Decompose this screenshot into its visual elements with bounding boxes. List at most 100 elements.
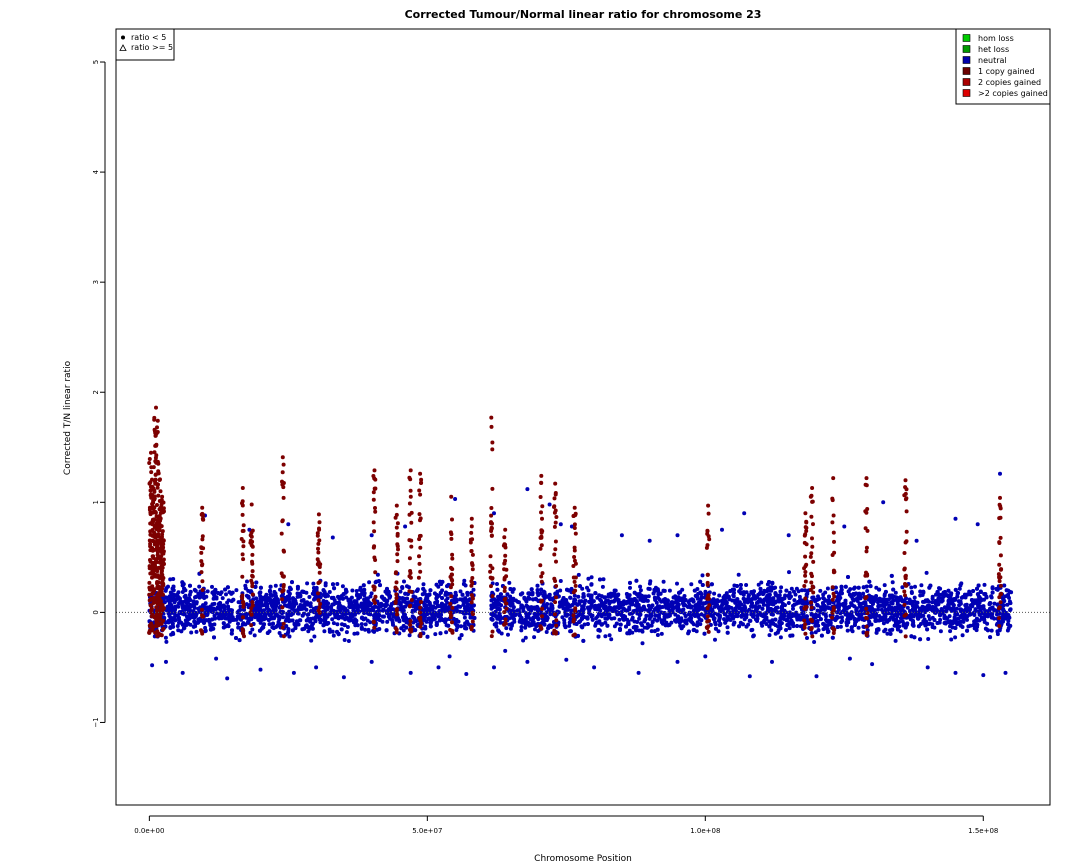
neutral-point xyxy=(359,622,364,627)
neutral-point xyxy=(347,601,352,606)
neutral-point xyxy=(963,603,968,608)
neutral-point xyxy=(287,596,292,601)
neutral-point xyxy=(434,596,439,601)
neutral-point xyxy=(185,606,190,611)
neutral-point xyxy=(769,612,774,617)
neutral-point xyxy=(568,616,573,621)
neutral-point xyxy=(212,613,217,618)
neutral-point xyxy=(264,601,268,606)
neutral-point xyxy=(764,622,769,626)
neutral-point xyxy=(945,616,950,621)
neutral-point xyxy=(902,598,906,603)
neutral-point xyxy=(573,598,578,602)
neutral-point xyxy=(816,628,821,633)
neutral-point xyxy=(995,602,1000,607)
neutral-point xyxy=(1006,619,1011,623)
neutral-point xyxy=(523,635,528,640)
neutral-point xyxy=(267,622,272,627)
neutral-point xyxy=(683,614,688,618)
neutral-point xyxy=(407,633,412,638)
neutral-point xyxy=(437,618,442,623)
neutral-point xyxy=(925,598,930,603)
neutral-point xyxy=(347,617,352,622)
neutral-point xyxy=(349,595,354,600)
neutral-point xyxy=(312,586,316,590)
neutral-point xyxy=(306,625,311,630)
neutral-point xyxy=(952,616,957,621)
neutral-point xyxy=(930,600,935,605)
neutral-point xyxy=(888,631,893,636)
neutral-point xyxy=(183,593,188,598)
neutral-point xyxy=(953,626,958,630)
neutral-point xyxy=(856,585,861,590)
neutral-point xyxy=(792,598,797,603)
neutral-point xyxy=(661,597,666,602)
neutral-point xyxy=(625,608,630,613)
neutral-point xyxy=(675,581,679,586)
neutral-point xyxy=(678,590,683,595)
neutral-point xyxy=(675,601,680,606)
neutral-point xyxy=(271,621,275,626)
neutral-point xyxy=(599,612,604,617)
neutral-point xyxy=(940,598,945,603)
neutral-point xyxy=(856,625,861,630)
neutral-point xyxy=(258,585,263,590)
neutral-point xyxy=(405,584,409,589)
neutral-point xyxy=(937,596,942,601)
neutral-point xyxy=(652,595,657,600)
neutral-point xyxy=(882,583,887,588)
neutral-point xyxy=(375,572,380,577)
neutral-point xyxy=(948,596,952,600)
neutral-point xyxy=(302,626,307,631)
neutral-point xyxy=(162,596,167,601)
neutral-point xyxy=(821,592,826,597)
neutral-point xyxy=(439,612,443,617)
neutral-point xyxy=(438,631,443,636)
neutral-point xyxy=(557,604,562,609)
neutral-point xyxy=(728,589,733,593)
neutral-point xyxy=(383,603,388,608)
neutral-point xyxy=(697,617,702,622)
neutral-point xyxy=(750,590,755,595)
neutral-point xyxy=(769,588,774,593)
neutral-point xyxy=(445,600,450,605)
neutral-point xyxy=(784,628,788,632)
neutral-point xyxy=(728,617,733,622)
neutral-point xyxy=(262,608,267,613)
neutral-point xyxy=(538,591,543,596)
neutral-point xyxy=(228,614,233,619)
neutral-point xyxy=(655,627,660,632)
neutral-point xyxy=(792,602,797,607)
neutral-point xyxy=(874,594,879,598)
neutral-point xyxy=(264,592,269,597)
neutral-point xyxy=(635,607,640,611)
neutral-point xyxy=(438,590,443,595)
neutral-point xyxy=(511,587,516,592)
neutral-point xyxy=(759,613,764,618)
neutral-point xyxy=(204,618,209,623)
neutral-point xyxy=(446,623,451,628)
neutral-point xyxy=(956,591,960,595)
neutral-point xyxy=(511,605,516,610)
neutral-point xyxy=(799,605,804,610)
neutral-point xyxy=(231,597,236,602)
neutral-point xyxy=(335,582,340,586)
neutral-point xyxy=(362,597,367,602)
neutral-point xyxy=(923,623,928,628)
neutral-point xyxy=(652,587,657,592)
neutral-point xyxy=(893,605,898,610)
neutral-point xyxy=(581,603,586,608)
neutral-point xyxy=(777,599,782,604)
neutral-point xyxy=(975,586,979,591)
neutral-point xyxy=(886,607,891,612)
neutral-point xyxy=(471,587,476,592)
neutral-point xyxy=(894,617,899,622)
neutral-point xyxy=(607,633,612,638)
neutral-point xyxy=(322,629,327,634)
neutral-point xyxy=(621,602,626,607)
neutral-point xyxy=(164,639,169,644)
neutral-point xyxy=(363,627,368,632)
neutral-point xyxy=(846,575,850,579)
neutral-point xyxy=(1005,602,1010,607)
neutral-point xyxy=(168,625,173,630)
